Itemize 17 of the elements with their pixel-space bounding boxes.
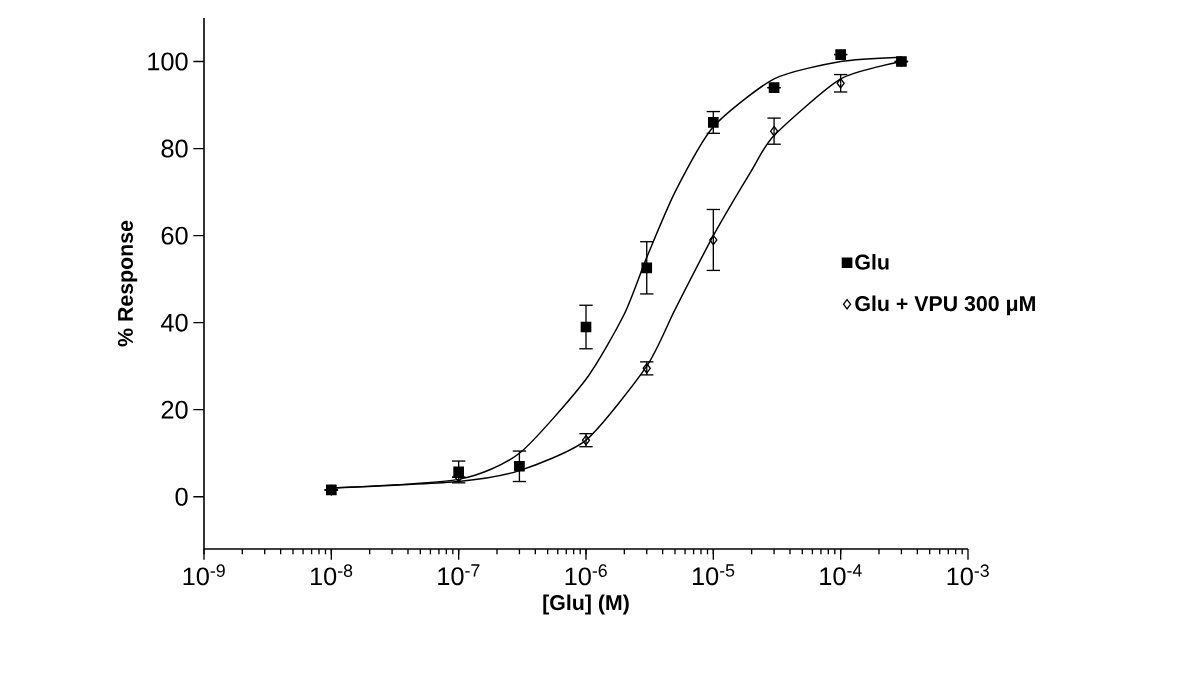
legend-label: Glu + VPU 300 μM (855, 295, 1035, 316)
x-tick-label: 10$^{-4}$ (820, 564, 862, 586)
x-tick-label: 10$^{-9}$ (183, 564, 225, 586)
y-tick-label: 100 (148, 52, 188, 71)
y-axis-title: % Response (117, 220, 138, 347)
y-tick-label: 20 (161, 400, 188, 419)
x-tick-label: 10$^{-5}$ (692, 564, 735, 586)
x-axis-title: [Glu] (M) (543, 594, 629, 615)
y-tick-label: 60 (161, 226, 188, 245)
x-tick-label: 10$^{-6}$ (565, 564, 607, 586)
x-tick-label: 10$^{-3}$ (947, 564, 989, 586)
y-tick-label: 40 (161, 313, 188, 332)
y-tick-label: 80 (161, 139, 188, 158)
y-tick-label: 0 (175, 487, 188, 506)
x-tick-label: 10$^{-8}$ (310, 564, 353, 586)
legend-label: Glu (855, 254, 889, 270)
x-tick-label: 10$^{-7}$ (438, 564, 480, 586)
